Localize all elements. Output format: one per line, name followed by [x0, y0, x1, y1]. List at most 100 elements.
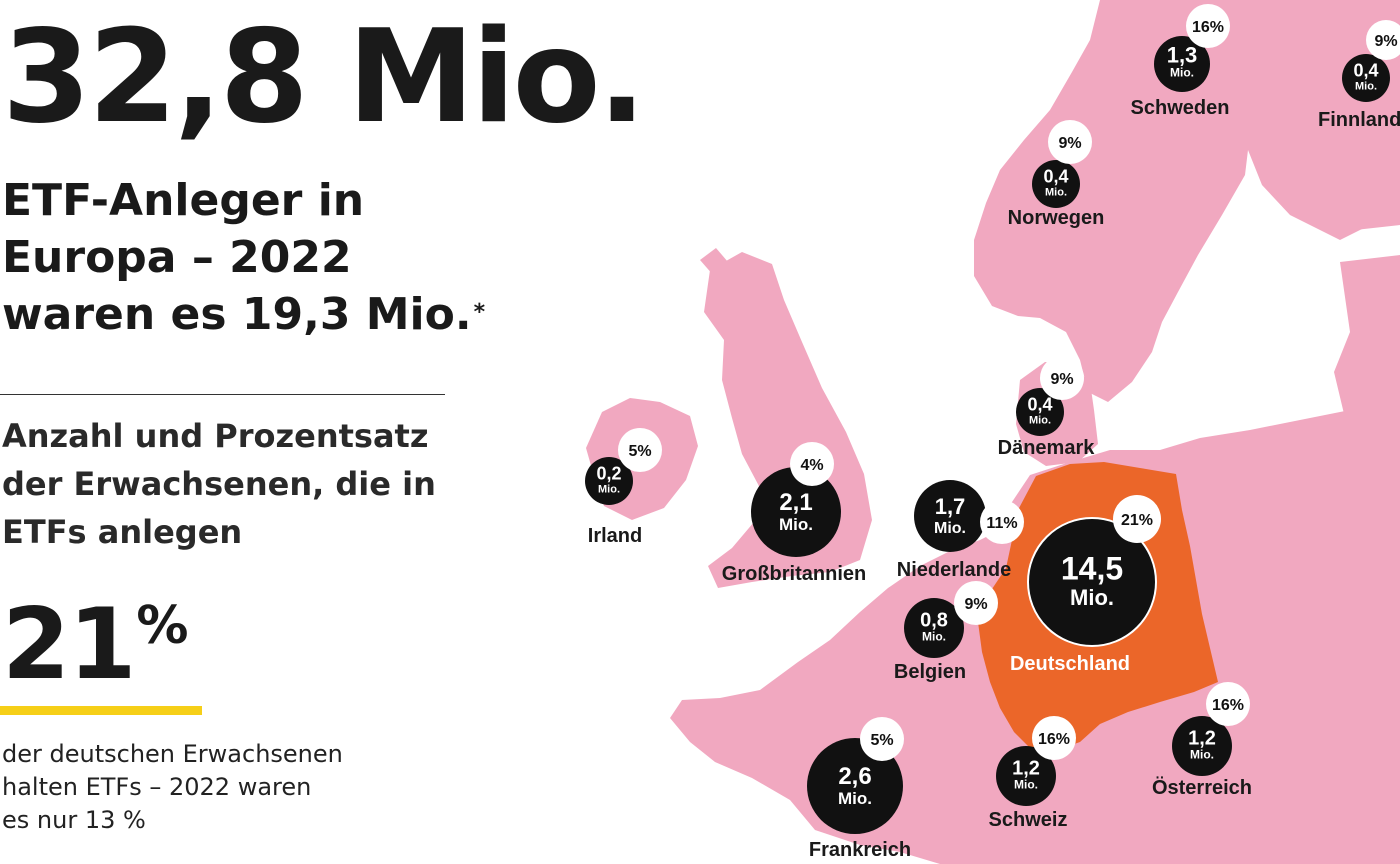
investor-value: 2,1 — [779, 489, 812, 516]
investor-value: 0,4 — [1353, 61, 1378, 81]
country-markers: 1,3Mio.16%Schweden0,4Mio.9%Finnland0,4Mi… — [585, 4, 1400, 861]
investor-value: 0,2 — [596, 464, 621, 484]
percent-value: 16% — [1212, 697, 1244, 714]
land-baltics — [1334, 255, 1400, 418]
description-line-1: Anzahl und Prozentsatz — [2, 417, 429, 455]
note-line-2: halten ETFs – 2022 waren — [2, 773, 312, 801]
percent-badge — [1206, 682, 1250, 726]
investor-bubble — [1016, 388, 1064, 436]
country-name: Schweiz — [989, 809, 1068, 831]
country-name: Dänemark — [998, 437, 1096, 459]
subtitle-line-2: Europa – 2022 — [2, 232, 352, 283]
country-name: Großbritannien — [722, 563, 866, 585]
percent-badge — [1186, 4, 1230, 48]
investor-unit: Mio. — [934, 520, 966, 537]
investor-unit: Mio. — [1355, 81, 1377, 93]
investor-bubble — [751, 467, 841, 557]
headline-subtitle: ETF-Anleger in Europa – 2022 waren es 19… — [2, 172, 485, 343]
percent-badge — [1366, 20, 1400, 60]
percent-value: 21% — [1121, 512, 1153, 529]
investor-bubble — [1032, 160, 1080, 208]
investor-unit: Mio. — [1070, 585, 1114, 610]
investor-bubble — [914, 480, 986, 552]
investor-unit: Mio. — [1014, 778, 1038, 792]
germany-percent-sign: % — [136, 596, 189, 656]
percent-value: 9% — [1050, 371, 1073, 388]
country-name: Österreich — [1152, 776, 1252, 799]
investor-unit: Mio. — [838, 789, 872, 808]
country-name: Niederlande — [897, 559, 1011, 581]
investor-unit: Mio. — [922, 630, 946, 644]
percent-badge — [860, 717, 904, 761]
investor-unit: Mio. — [1170, 66, 1194, 80]
percent-badge — [980, 500, 1024, 544]
investor-value: 1,2 — [1188, 728, 1216, 750]
country-name: Schweden — [1131, 97, 1230, 119]
investor-bubble — [807, 738, 903, 834]
percent-badge — [790, 442, 834, 486]
footnote-mark: * — [473, 300, 486, 325]
investor-value: 2,6 — [838, 763, 871, 790]
country-name: Deutschland — [1010, 653, 1130, 675]
accent-bar — [0, 706, 202, 715]
info-panel: 32,8 Mio. ETF-Anleger in Europa – 2022 w… — [0, 0, 646, 864]
investor-value: 0,4 — [1043, 167, 1068, 187]
percent-badge — [1040, 356, 1084, 400]
investor-value: 1,2 — [1012, 758, 1040, 780]
country-name: Irland — [588, 525, 642, 547]
investor-bubble — [1154, 36, 1210, 92]
percent-value: 16% — [1192, 19, 1224, 36]
germany-note: der deutschen Erwachsenen halten ETFs – … — [2, 738, 343, 837]
investor-bubble — [1342, 54, 1390, 102]
investor-unit: Mio. — [779, 515, 813, 534]
subtitle-line-3: waren es 19,3 Mio.* — [2, 286, 485, 343]
land-shapes — [586, 0, 1400, 864]
investor-bubble — [1172, 716, 1232, 776]
investor-unit: Mio. — [1029, 415, 1051, 427]
country-name: Belgien — [894, 661, 966, 683]
percent-value: 5% — [870, 732, 893, 749]
percent-value: 4% — [800, 457, 823, 474]
germany-percent-value: 21 — [2, 588, 136, 702]
germany-percent: 21% — [2, 596, 189, 694]
subtitle-line-3-text: waren es 19,3 Mio. — [2, 289, 472, 340]
percent-badge — [1113, 495, 1161, 543]
divider-line — [0, 394, 445, 395]
investor-bubble — [996, 746, 1056, 806]
description-line-3: ETFs anlegen — [2, 513, 243, 551]
investor-value: 0,4 — [1027, 395, 1052, 415]
country-name: Frankreich — [809, 839, 911, 861]
investor-value: 1,3 — [1167, 43, 1198, 68]
subtitle-line-1: ETF-Anleger in — [2, 175, 365, 226]
percent-value: 9% — [964, 596, 987, 613]
land-small-island — [700, 248, 728, 276]
description-line-2: der Erwachsenen, die in — [2, 465, 436, 503]
percent-value: 5% — [628, 443, 651, 460]
note-line-1: der deutschen Erwachsenen — [2, 740, 343, 768]
percent-value: 16% — [1038, 731, 1070, 748]
country-name: Norwegen — [1008, 207, 1105, 229]
investor-unit: Mio. — [1045, 187, 1067, 199]
percent-badge — [1032, 716, 1076, 760]
investor-value: 1,7 — [935, 494, 966, 519]
investor-bubble — [1027, 517, 1157, 647]
investor-value: 14,5 — [1061, 550, 1123, 586]
headline-total: 32,8 Mio. — [2, 3, 646, 152]
map-description: Anzahl und Prozentsatz der Erwachsenen, … — [2, 412, 436, 556]
percent-value: 11% — [986, 515, 1017, 532]
investor-value: 0,8 — [920, 610, 948, 632]
percent-value: 9% — [1058, 135, 1081, 152]
land-scandinavia — [974, 0, 1400, 402]
percent-badge — [954, 581, 998, 625]
